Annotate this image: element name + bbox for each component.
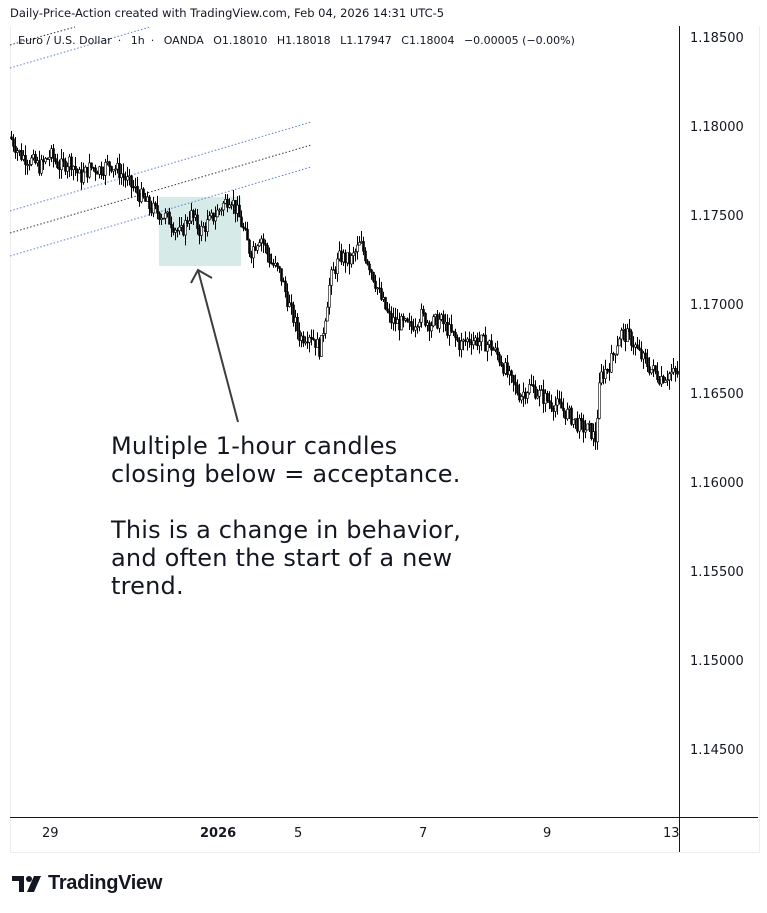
price-label: 1.14500 [690, 743, 744, 758]
price-label: 1.15500 [690, 565, 744, 580]
price-label: 1.16000 [690, 476, 744, 491]
arrow-annotation[interactable] [190, 268, 239, 423]
chart-annotation-text[interactable]: Multiple 1-hour candles closing below = … [111, 432, 462, 600]
tradingview-brand: TradingView [48, 872, 163, 894]
time-label: 5 [294, 826, 303, 841]
ohlc-close: C1.18004 [401, 34, 455, 47]
symbol-legend[interactable]: Euro / U.S. Dollar · 1h · OANDA O1.18010 H… [18, 34, 581, 47]
time-label: 7 [419, 826, 428, 841]
chart-frame [10, 26, 760, 853]
price-label: 1.18000 [690, 120, 744, 135]
ohlc-high: H1.18018 [276, 34, 331, 47]
time-label: 9 [543, 826, 552, 841]
tradingview-logo-icon [12, 875, 41, 892]
price-label: 1.16500 [690, 387, 744, 402]
tradingview-logo[interactable]: TradingView [12, 872, 162, 895]
symbol-name: Euro / U.S. Dollar [18, 34, 112, 47]
separator: · [150, 34, 155, 47]
time-label: 29 [42, 826, 59, 841]
ohlc-change: −0.00005 (−0.00%) [463, 34, 575, 47]
price-label: 1.17500 [690, 209, 744, 224]
prior-channel-mid-line[interactable] [9, 26, 76, 46]
separator: · [117, 34, 122, 47]
symbol-interval: 1h [130, 34, 145, 47]
time-label: 13 [663, 826, 680, 841]
price-label: 1.17000 [690, 298, 744, 313]
chart-credit: Daily-Price-Action created with TradingV… [10, 6, 445, 20]
candlestick-series [10, 130, 679, 450]
ohlc-open: O1.18010 [213, 34, 268, 47]
time-label-year: 2026 [200, 826, 237, 841]
ohlc-low: L1.17947 [340, 34, 392, 47]
price-label: 1.15000 [690, 654, 744, 669]
price-label: 1.18500 [690, 31, 744, 46]
symbol-exchange: OANDA [163, 34, 204, 47]
